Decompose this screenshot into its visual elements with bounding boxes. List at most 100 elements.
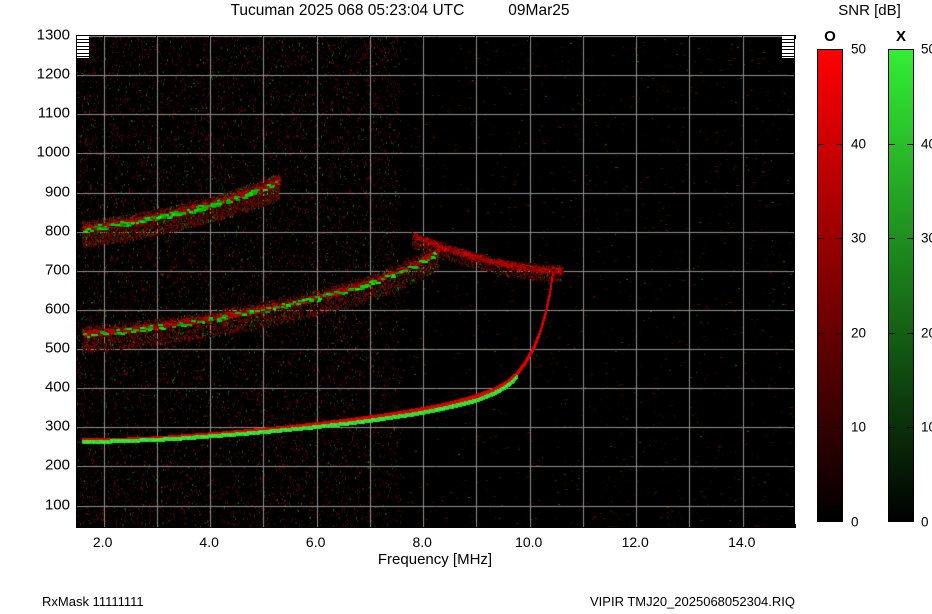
y-tick-label: 500 <box>44 339 70 357</box>
y-tick-left <box>76 348 83 350</box>
y-tick-label: 700 <box>44 261 70 279</box>
colorbar-tick-o <box>817 427 824 429</box>
inset-tick <box>782 42 794 44</box>
y-tick-left <box>76 308 83 310</box>
colorbar-tick-x <box>888 143 895 145</box>
y-tick-label: 1000 <box>36 143 70 161</box>
y-tick-label: 100 <box>44 496 70 514</box>
y-tick-label: 900 <box>44 183 70 200</box>
colorbar-tick-o <box>836 427 843 429</box>
x-tick-label: 14.0 <box>728 534 756 550</box>
y-tick-label: 200 <box>44 456 70 474</box>
colorbar-tick-x <box>888 238 895 240</box>
y-tick-left <box>76 152 83 154</box>
title-station-time: Tucuman 2025 068 05:23:04 UTC <box>230 2 465 19</box>
x-tick-top <box>581 35 583 39</box>
y-tick-right <box>788 35 795 36</box>
x-tick-top <box>368 35 370 39</box>
colorbar-tick-label-x: 10 <box>921 419 932 435</box>
x-tick-label: 2.0 <box>92 534 113 550</box>
x-tick-bottom <box>688 524 690 528</box>
y-tick-right <box>788 74 795 76</box>
colorbar-tick-o <box>817 238 824 240</box>
inset-tick <box>77 42 89 44</box>
colorbar-x-mode[interactable] <box>888 49 914 522</box>
colorbar-tick-label-x: 30 <box>921 230 932 246</box>
ionogram-data-canvas <box>77 36 794 527</box>
inset-tick <box>782 56 794 57</box>
y-tick-right <box>788 308 795 310</box>
colorbar-x-label: X <box>895 28 906 45</box>
y-tick-left <box>76 465 83 467</box>
colorbar-tick-label-o: 40 <box>851 136 867 152</box>
x-tick-bottom <box>635 521 637 528</box>
top-right-inset-scale <box>782 36 794 58</box>
x-tick-label: 4.0 <box>199 534 219 550</box>
x-tick-top <box>262 35 264 39</box>
inset-tick <box>782 45 794 47</box>
colorbar-tick-o <box>817 143 824 145</box>
colorbar-tick-label-x: 40 <box>921 136 932 152</box>
y-tick-right <box>788 230 795 232</box>
x-tick-top <box>155 35 157 39</box>
inset-tick <box>77 39 89 40</box>
page-title: Tucuman 2025 068 05:23:04 UTC 09Mar25 <box>0 0 800 22</box>
inset-tick <box>782 52 794 54</box>
x-tick-label: 8.0 <box>412 534 432 550</box>
x-axis-title: Frequency [MHz] <box>377 551 493 568</box>
x-tick-bottom <box>102 521 104 528</box>
colorbar-tick-label-o: 0 <box>851 514 859 530</box>
colorbar-tick-label-o: 30 <box>851 230 867 246</box>
colorbar-o-mode[interactable] <box>817 49 843 522</box>
x-tick-top <box>688 35 690 39</box>
x-tick-top <box>102 35 104 42</box>
x-tick-top <box>528 35 530 42</box>
y-tick-left <box>76 74 83 76</box>
x-tick-bottom <box>422 521 424 528</box>
y-tick-right <box>788 152 795 154</box>
x-tick-bottom <box>475 524 477 528</box>
y-tick-label: 1300 <box>36 26 70 44</box>
colorbar-tick-label-o: 20 <box>851 325 867 341</box>
colorbar-tick-x <box>907 238 914 240</box>
colorbar-tick-x <box>907 143 914 145</box>
y-tick-label: 1100 <box>37 104 70 122</box>
x-tick-bottom <box>209 521 211 528</box>
x-tick-bottom <box>795 524 796 528</box>
y-tick-left <box>76 269 83 271</box>
x-tick-label: 6.0 <box>305 534 326 550</box>
filename-label: VIPIR TMJ20_2025068052304.RIQ <box>590 594 796 609</box>
y-tick-label: 300 <box>44 417 70 435</box>
inset-tick <box>77 45 89 47</box>
colorbar-tick-x <box>888 332 895 334</box>
y-tick-right <box>788 465 795 467</box>
x-tick-bottom <box>741 521 743 528</box>
ionogram-plot[interactable] <box>76 35 795 528</box>
y-tick-left <box>76 387 83 389</box>
y-tick-label: 800 <box>44 222 70 240</box>
colorbar-tick-label-x: 50 <box>921 41 932 57</box>
title-date: 09Mar25 <box>508 2 570 19</box>
rxmask-label: RxMask 11111111 <box>42 594 144 609</box>
y-tick-right <box>788 504 795 506</box>
colorbar-tick-x <box>888 427 895 429</box>
x-tick-bottom <box>581 524 583 528</box>
y-tick-right <box>788 426 795 428</box>
y-tick-label: 600 <box>44 300 70 318</box>
colorbar-o-label: O <box>824 28 836 45</box>
y-tick-right <box>788 348 795 350</box>
y-tick-right <box>788 269 795 271</box>
inset-tick <box>77 52 89 54</box>
colorbar-tick-o <box>836 238 843 240</box>
colorbar-tick-label-o: 50 <box>851 41 867 57</box>
y-tick-left <box>76 504 83 506</box>
y-tick-right <box>788 191 795 193</box>
x-tick-bottom <box>155 524 157 528</box>
colorbar-title: SNR [dB] <box>838 2 901 19</box>
y-tick-left <box>76 191 83 193</box>
x-tick-bottom <box>528 521 530 528</box>
inset-tick <box>77 49 89 51</box>
inset-tick <box>782 39 794 40</box>
colorbar-tick-o <box>836 332 843 334</box>
y-tick-right <box>788 113 795 115</box>
